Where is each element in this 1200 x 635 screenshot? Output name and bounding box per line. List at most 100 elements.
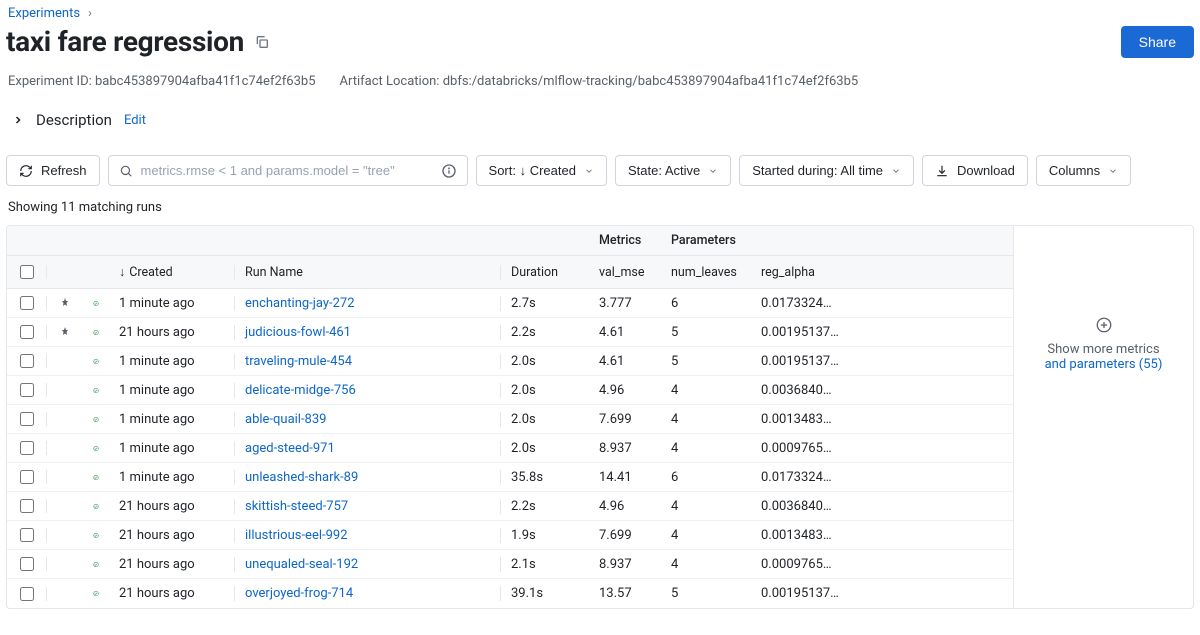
chevron-down-icon	[1108, 166, 1118, 176]
download-button[interactable]: Download	[922, 155, 1028, 186]
reg-alpha-cell: 0.0013483…	[751, 412, 851, 427]
row-checkbox[interactable]	[20, 383, 34, 397]
duration-cell: 39.1s	[501, 586, 589, 601]
created-cell: 21 hours ago	[109, 528, 235, 543]
pin-icon[interactable]	[47, 326, 83, 338]
status-success-icon	[83, 412, 109, 427]
result-count: Showing 11 matching runs	[6, 200, 1194, 215]
artifact-label: Artifact Location:	[340, 74, 440, 89]
run-name-link[interactable]: enchanting-jay-272	[245, 296, 355, 311]
run-name-link[interactable]: skittish-steed-757	[245, 499, 348, 514]
select-all-checkbox[interactable]	[20, 265, 34, 279]
num-leaves-cell: 5	[661, 325, 751, 340]
status-success-icon	[83, 325, 109, 340]
row-checkbox[interactable]	[20, 412, 34, 426]
info-icon[interactable]	[441, 163, 457, 179]
share-button[interactable]: Share	[1121, 26, 1194, 58]
edit-description-link[interactable]: Edit	[124, 113, 146, 128]
started-button[interactable]: Started during: All time	[739, 155, 914, 186]
search-icon	[119, 164, 133, 178]
table-row: 21 hours agoskittish-steed-7572.2s4.9640…	[7, 492, 1013, 521]
header-created[interactable]: ↓Created	[109, 265, 235, 280]
table-row: 21 hours agounequaled-seal-1922.1s8.9374…	[7, 550, 1013, 579]
val-mse-cell: 8.937	[589, 557, 661, 572]
chevron-down-icon	[708, 166, 718, 176]
status-success-icon	[83, 528, 109, 543]
val-mse-cell: 8.937	[589, 441, 661, 456]
run-name-link[interactable]: unleashed-shark-89	[245, 470, 358, 485]
sort-label: Sort: ↓ Created	[489, 163, 576, 178]
row-checkbox[interactable]	[20, 499, 34, 513]
duration-cell: 2.2s	[501, 325, 589, 340]
num-leaves-cell: 5	[661, 354, 751, 369]
expand-toggle[interactable]	[12, 114, 24, 126]
breadcrumb-link-experiments[interactable]: Experiments	[8, 6, 80, 21]
breadcrumb: Experiments ›	[6, 6, 1194, 21]
plus-circle-icon	[1095, 316, 1113, 334]
row-checkbox[interactable]	[20, 325, 34, 339]
reg-alpha-cell: 0.0036840…	[751, 383, 851, 398]
num-leaves-cell: 4	[661, 557, 751, 572]
reg-alpha-cell: 0.00195137…	[751, 354, 851, 369]
num-leaves-cell: 4	[661, 441, 751, 456]
copy-icon[interactable]	[254, 34, 270, 50]
run-name-link[interactable]: overjoyed-frog-714	[245, 586, 353, 601]
row-checkbox[interactable]	[20, 587, 34, 601]
chevron-down-icon	[891, 166, 901, 176]
run-name-link[interactable]: unequaled-seal-192	[245, 557, 358, 572]
duration-cell: 35.8s	[501, 470, 589, 485]
show-more-panel[interactable]: Show more metrics and parameters (55)	[1013, 226, 1193, 608]
reg-alpha-cell: 0.00195137…	[751, 586, 851, 601]
created-cell: 21 hours ago	[109, 586, 235, 601]
run-name-link[interactable]: traveling-mule-454	[245, 354, 352, 369]
table-row: 1 minute agodelicate-midge-7562.0s4.9640…	[7, 376, 1013, 405]
chevron-right-icon: ›	[88, 6, 92, 21]
run-name-link[interactable]: aged-steed-971	[245, 441, 335, 456]
experiment-meta: Experiment ID: babc453897904afba41f1c74e…	[6, 74, 1194, 89]
status-success-icon	[83, 499, 109, 514]
status-success-icon	[83, 586, 109, 601]
header-val-mse[interactable]: val_mse	[589, 265, 661, 280]
run-name-link[interactable]: able-quail-839	[245, 412, 326, 427]
val-mse-cell: 13.57	[589, 586, 661, 601]
duration-cell: 2.0s	[501, 354, 589, 369]
table-header: Metrics Parameters ↓Created Run Name Dur…	[7, 226, 1013, 289]
created-cell: 1 minute ago	[109, 296, 235, 311]
state-button[interactable]: State: Active	[615, 155, 731, 186]
description-label: Description	[36, 111, 112, 129]
reg-alpha-cell: 0.0013483…	[751, 528, 851, 543]
row-checkbox[interactable]	[20, 441, 34, 455]
row-checkbox[interactable]	[20, 557, 34, 571]
header-duration[interactable]: Duration	[501, 265, 589, 280]
row-checkbox[interactable]	[20, 528, 34, 542]
reg-alpha-cell: 0.0173324…	[751, 470, 851, 485]
search-box[interactable]	[108, 155, 468, 186]
duration-cell: 2.7s	[501, 296, 589, 311]
val-mse-cell: 14.41	[589, 470, 661, 485]
run-name-link[interactable]: illustrious-eel-992	[245, 528, 348, 543]
search-input[interactable]	[141, 163, 433, 178]
duration-cell: 2.0s	[501, 383, 589, 398]
row-checkbox[interactable]	[20, 296, 34, 310]
num-leaves-cell: 4	[661, 528, 751, 543]
duration-cell: 2.0s	[501, 412, 589, 427]
created-cell: 1 minute ago	[109, 441, 235, 456]
val-mse-cell: 7.699	[589, 528, 661, 543]
run-name-link[interactable]: delicate-midge-756	[245, 383, 356, 398]
row-checkbox[interactable]	[20, 470, 34, 484]
columns-button[interactable]: Columns	[1036, 155, 1131, 186]
refresh-icon	[19, 164, 33, 178]
val-mse-cell: 4.61	[589, 354, 661, 369]
show-more-text-2: and parameters (55)	[1045, 357, 1163, 372]
header-reg-alpha[interactable]: reg_alpha	[751, 265, 851, 280]
row-checkbox[interactable]	[20, 354, 34, 368]
sort-button[interactable]: Sort: ↓ Created	[476, 155, 607, 186]
header-num-leaves[interactable]: num_leaves	[661, 265, 751, 280]
refresh-button[interactable]: Refresh	[6, 155, 100, 186]
created-cell: 1 minute ago	[109, 470, 235, 485]
run-name-link[interactable]: judicious-fowl-461	[245, 325, 351, 340]
duration-cell: 2.1s	[501, 557, 589, 572]
pin-icon[interactable]	[47, 297, 83, 309]
header-params-group: Parameters	[661, 233, 751, 248]
header-run-name[interactable]: Run Name	[235, 265, 501, 280]
